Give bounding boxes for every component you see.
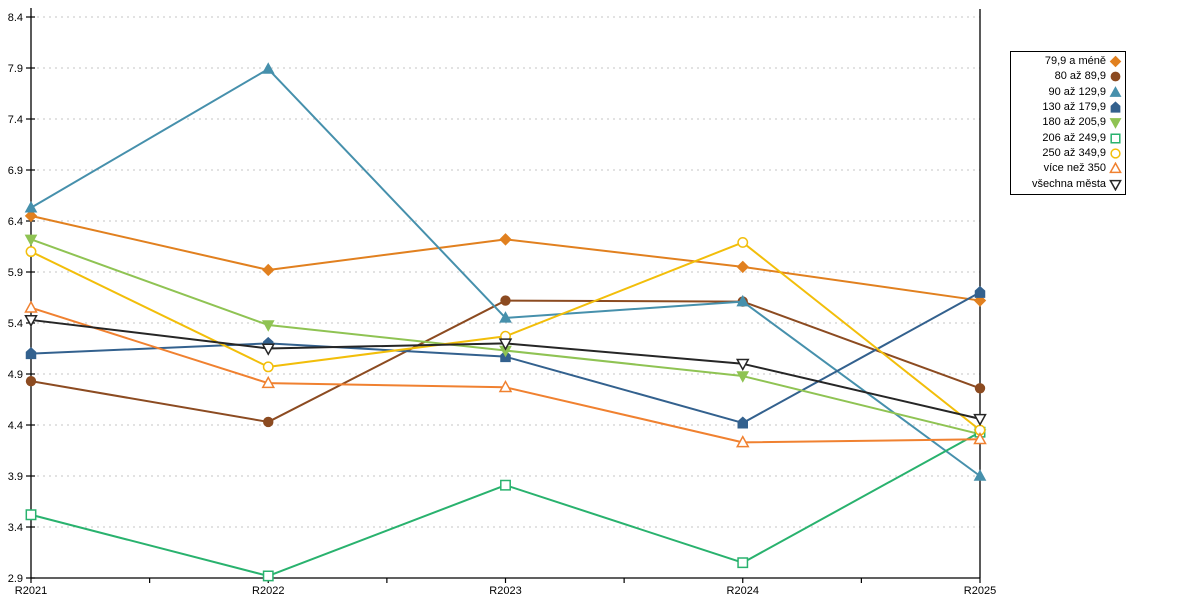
marker-s2-p3 xyxy=(736,294,750,307)
legend-item: 206 až 249,9 xyxy=(1013,130,1122,145)
marker-s2-p2 xyxy=(499,311,512,323)
y-tick-label: 7.9 xyxy=(8,63,23,75)
circle-legend-icon xyxy=(1110,72,1121,82)
marker-s7-p1 xyxy=(261,375,276,389)
marker-s2-p0 xyxy=(24,201,38,213)
y-tick-label: 3.4 xyxy=(8,522,23,534)
square-legend-icon xyxy=(1110,133,1121,144)
legend-label: 90 až 129,9 xyxy=(1048,85,1107,98)
circle-legend-icon xyxy=(1110,148,1121,159)
marker-s5-p3 xyxy=(737,557,749,569)
legend-item: všechna města xyxy=(1013,176,1122,191)
marker-s5-p0 xyxy=(25,509,37,521)
triangle-down-legend-icon xyxy=(1109,179,1122,191)
marker-s3-p0 xyxy=(25,347,37,360)
marker-s0-p1 xyxy=(262,263,275,277)
legend-item: 180 až 205,9 xyxy=(1013,115,1122,130)
legend-label: 130 až 179,9 xyxy=(1042,101,1106,114)
legend-label: 180 až 205,9 xyxy=(1042,116,1106,129)
marker-s1-p1 xyxy=(263,416,274,428)
marker-s8-p1 xyxy=(261,343,276,356)
x-tick-label: R2021 xyxy=(15,585,47,597)
legend-label: 206 až 249,9 xyxy=(1042,131,1106,144)
x-tick-label: R2022 xyxy=(252,585,284,597)
marker-s5-p1 xyxy=(262,570,274,582)
legend-item: 90 až 129,9 xyxy=(1013,85,1122,100)
marker-s4-p3 xyxy=(736,371,750,383)
marker-s6-p3 xyxy=(737,236,749,248)
pentagon-legend-icon xyxy=(1110,101,1121,113)
legend: 79,9 a méně 80 až 89,9 90 až 129,9 130 až 1… xyxy=(1010,51,1126,195)
legend-item: 80 až 89,9 xyxy=(1013,69,1122,84)
marker-s2-p1 xyxy=(261,62,275,74)
marker-s8-p0 xyxy=(24,314,38,328)
marker-s6-p0 xyxy=(25,246,37,258)
marker-s5-p2 xyxy=(500,479,511,491)
series-line-0 xyxy=(30,214,981,302)
marker-s1-p0 xyxy=(25,375,37,387)
marker-s0-p2 xyxy=(499,233,512,246)
legend-label: všechna města xyxy=(1032,177,1106,190)
marker-s7-p0 xyxy=(24,300,38,313)
triangle-up-legend-icon xyxy=(1109,85,1122,97)
y-tick-label: 6.9 xyxy=(8,165,23,177)
x-tick-label: R2023 xyxy=(489,585,521,597)
y-tick-label: 5.4 xyxy=(8,318,23,330)
y-tick-label: 3.9 xyxy=(8,471,23,483)
legend-item: 130 až 179,9 xyxy=(1013,100,1122,115)
y-tick-label: 8.4 xyxy=(8,12,23,24)
series-line-7 xyxy=(30,306,981,444)
y-tick-label: 5.9 xyxy=(8,267,23,279)
marker-s3-p4 xyxy=(974,285,986,298)
legend-item: 250 až 349,9 xyxy=(1013,146,1122,161)
marker-s3-p3 xyxy=(737,416,748,429)
marker-s8-p2 xyxy=(498,338,513,351)
x-tick-label: R2024 xyxy=(727,585,759,597)
y-tick-label: 4.9 xyxy=(8,369,23,381)
marker-s0-p0 xyxy=(24,209,38,223)
marker-s7-p3 xyxy=(735,435,750,448)
legend-item: 79,9 a méně xyxy=(1013,54,1122,69)
y-tick-label: 7.4 xyxy=(8,114,23,126)
series-line-5 xyxy=(30,431,981,577)
marker-s6-p1 xyxy=(262,361,274,373)
y-tick-label: 4.4 xyxy=(8,420,23,432)
marker-s7-p4 xyxy=(973,432,987,445)
marker-s8-p4 xyxy=(973,413,987,427)
legend-label: 80 až 89,9 xyxy=(1054,70,1106,83)
marker-s4-p0 xyxy=(24,234,38,247)
marker-s0-p3 xyxy=(736,260,749,274)
marker-s1-p2 xyxy=(500,295,511,306)
marker-s2-p4 xyxy=(973,469,987,481)
marker-s8-p3 xyxy=(735,358,750,372)
legend-label: více než 350 xyxy=(1043,162,1106,175)
legend-item: více než 350 xyxy=(1013,161,1122,176)
marker-s7-p2 xyxy=(498,380,513,393)
marker-s1-p4 xyxy=(974,383,986,394)
y-tick-label: 6.4 xyxy=(8,216,23,228)
legend-label: 79,9 a méně xyxy=(1044,55,1106,68)
marker-s4-p1 xyxy=(261,320,275,332)
y-tick-label: 2.9 xyxy=(8,573,23,585)
x-tick-label: R2025 xyxy=(964,585,996,597)
diamond-legend-icon xyxy=(1109,55,1122,68)
legend-label: 250 až 349,9 xyxy=(1042,146,1106,159)
triangle-down-legend-icon xyxy=(1109,118,1122,130)
triangle-up-legend-icon xyxy=(1109,162,1122,174)
